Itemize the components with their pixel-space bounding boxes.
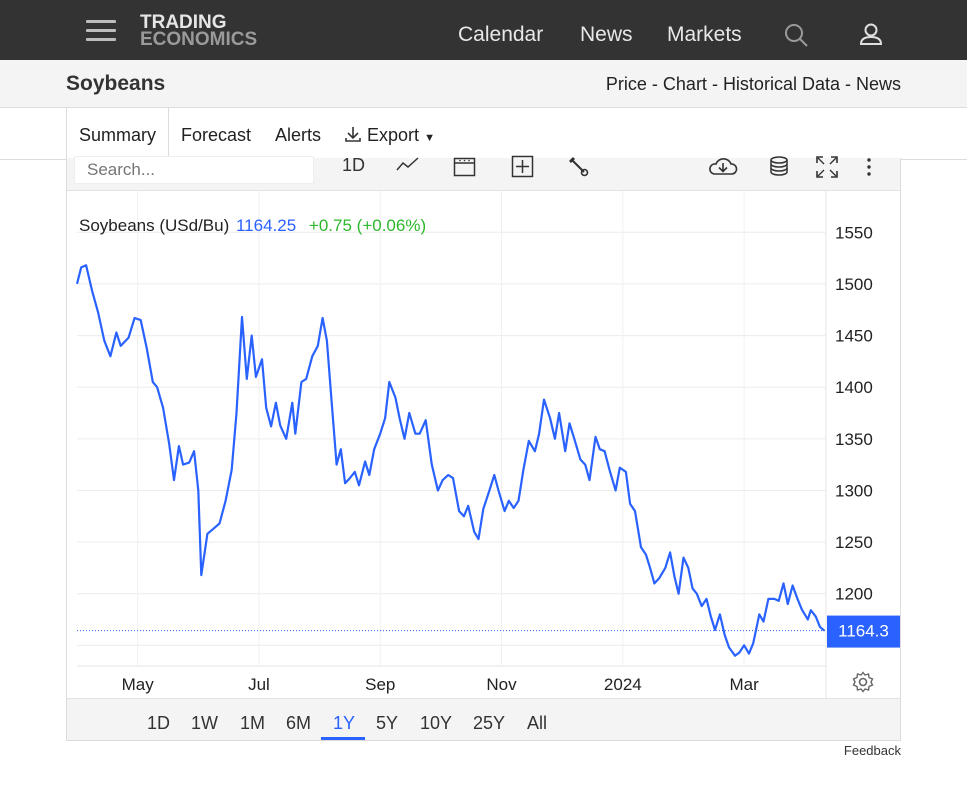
tab-forecast[interactable]: Forecast xyxy=(181,125,252,145)
y-tick-label: 1550 xyxy=(835,223,873,242)
y-tick-label: 1300 xyxy=(835,481,873,500)
range-selector xyxy=(67,698,900,740)
range-5y[interactable]: 5Y xyxy=(376,713,399,733)
range-all[interactable]: All xyxy=(527,713,548,733)
y-tick-label: 1400 xyxy=(835,378,873,397)
link-price[interactable]: Price xyxy=(605,74,647,94)
legend-name: Soybeans (USd/Bu) xyxy=(79,216,230,235)
x-axis: May Jul Sep Nov 2024 Mar xyxy=(122,675,760,694)
line-chart-icon[interactable] xyxy=(396,155,420,175)
last-value-badge xyxy=(827,615,900,648)
tab-export[interactable]: Export ▼ xyxy=(344,125,435,146)
settings-gear-icon[interactable] xyxy=(852,671,874,693)
range-1w[interactable]: 1W xyxy=(191,713,218,733)
breadcrumb-separator: - xyxy=(844,74,851,94)
breadcrumb-separator: - xyxy=(651,74,658,94)
link-chart[interactable]: Chart xyxy=(662,74,707,94)
export-label: Export xyxy=(367,125,420,145)
series-line-soybeans xyxy=(75,264,825,657)
breadcrumb-separator: - xyxy=(711,74,718,94)
nav-news[interactable]: News xyxy=(580,23,633,46)
database-icon[interactable] xyxy=(769,155,789,177)
title-bar: Soybeans Price - Chart - Historical Data - New… xyxy=(0,60,967,108)
y-tick-label: 1500 xyxy=(835,275,873,294)
range-1m[interactable]: 1M xyxy=(240,713,266,733)
menu-icon[interactable] xyxy=(86,18,116,44)
link-historical-data[interactable]: Historical Data xyxy=(722,74,840,94)
active-range-underline xyxy=(321,737,365,740)
y-tick-label: 1350 xyxy=(835,430,873,449)
x-tick-label: May xyxy=(122,675,155,694)
search-icon[interactable] xyxy=(783,22,809,48)
legend-price: 1164.25 xyxy=(235,216,297,235)
download-icon xyxy=(345,127,361,142)
search-input[interactable] xyxy=(74,156,314,184)
x-tick-label: Nov xyxy=(486,675,517,694)
interval-button[interactable]: 1D xyxy=(342,155,366,175)
x-tick-label: Mar xyxy=(729,675,759,694)
chart-legend: Soybeans (USd/Bu) 1164.25 +0.75 (+0.06%) xyxy=(79,216,426,236)
legend-change: +0.75 (+0.06%) xyxy=(308,216,427,235)
tab-summary[interactable]: Summary xyxy=(79,125,157,145)
logo-line2: ECONOMICS xyxy=(140,29,258,50)
chart-panel xyxy=(66,158,901,741)
fullscreen-icon[interactable] xyxy=(815,155,839,179)
logo-line1: TRADING xyxy=(140,12,227,33)
nav-markets[interactable]: Markets xyxy=(667,23,742,46)
y-tick-label: 1250 xyxy=(835,533,873,552)
cloud-download-icon[interactable] xyxy=(708,155,738,177)
x-tick-label: Jul xyxy=(248,675,270,694)
breadcrumb: Price - Chart - Historical Data - News xyxy=(606,74,901,95)
add-compare-icon[interactable] xyxy=(511,155,535,179)
site-logo[interactable]: TRADING ECONOMICS xyxy=(140,12,258,50)
range-25y[interactable]: 25Y xyxy=(473,713,506,733)
user-icon[interactable] xyxy=(859,22,883,46)
range-1y[interactable]: 1Y xyxy=(333,713,356,733)
chevron-down-icon: ▼ xyxy=(424,132,435,144)
tab-summary-frame xyxy=(66,108,169,161)
y-tick-label: 1200 xyxy=(835,585,873,604)
chart-grid xyxy=(77,191,827,698)
tab-alerts[interactable]: Alerts xyxy=(275,125,322,145)
range-1d[interactable]: 1D xyxy=(147,713,171,733)
y-axis: 1200 1250 1300 1350 1400 1450 1500 1550 xyxy=(835,223,873,603)
page-title: Soybeans xyxy=(66,72,166,95)
top-navbar: TRADING ECONOMICS Calendar News Markets xyxy=(0,0,967,60)
calendar-icon[interactable] xyxy=(453,155,477,179)
range-10y[interactable]: 10Y xyxy=(420,713,453,733)
range-6m[interactable]: 6M xyxy=(286,713,312,733)
feedback-link[interactable]: Feedback xyxy=(843,743,901,758)
nav-calendar[interactable]: Calendar xyxy=(458,23,544,46)
x-tick-label: Sep xyxy=(365,675,395,694)
y-tick-label: 1450 xyxy=(835,327,873,346)
wrench-icon[interactable] xyxy=(567,155,589,177)
more-icon[interactable] xyxy=(862,155,876,179)
link-news[interactable]: News xyxy=(855,74,901,94)
last-value-label: 1164.3 xyxy=(838,622,889,641)
x-tick-label: 2024 xyxy=(604,675,642,694)
